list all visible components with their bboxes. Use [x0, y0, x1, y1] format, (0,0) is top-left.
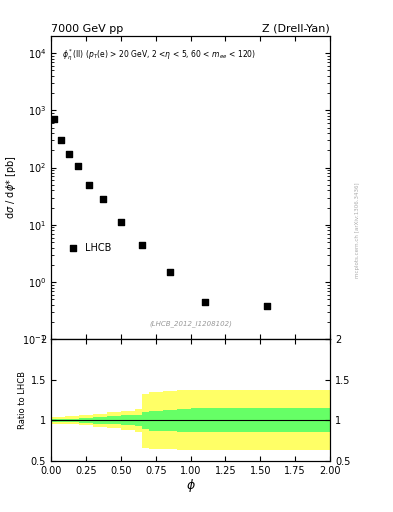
Point [59, 308, 65, 316]
Point [264, 302, 270, 310]
Point [66, 151, 72, 159]
Y-axis label: Ratio to LHCB: Ratio to LHCB [18, 371, 27, 429]
Text: 7000 GeV pp: 7000 GeV pp [51, 24, 123, 34]
Text: (LHCB_2012_I1208102): (LHCB_2012_I1208102) [149, 321, 232, 327]
Point [51, 115, 57, 123]
Point [167, 268, 173, 276]
Point [74, 162, 81, 170]
Point [86, 181, 92, 189]
Text: Z (Drell-Yan): Z (Drell-Yan) [263, 24, 330, 34]
Point [58, 136, 64, 144]
Point [118, 219, 124, 227]
Text: $\phi^*_\eta$(ll) ($p_T$(e) > 20 GeV, 2 <$\eta$ < 5, 60 < $m_{ee}$ < 120): $\phi^*_\eta$(ll) ($p_T$(e) > 20 GeV, 2 … [62, 48, 256, 63]
Y-axis label: d$\sigma$ / d$\phi$* [pb]: d$\sigma$ / d$\phi$* [pb] [4, 156, 18, 220]
Point [202, 298, 208, 306]
Point [99, 195, 106, 203]
Point [139, 241, 145, 249]
Text: mcplots.cern.ch [arXiv:1306.3436]: mcplots.cern.ch [arXiv:1306.3436] [355, 183, 360, 278]
Text: LHCB: LHCB [84, 243, 111, 253]
X-axis label: $\phi$: $\phi$ [185, 477, 196, 494]
